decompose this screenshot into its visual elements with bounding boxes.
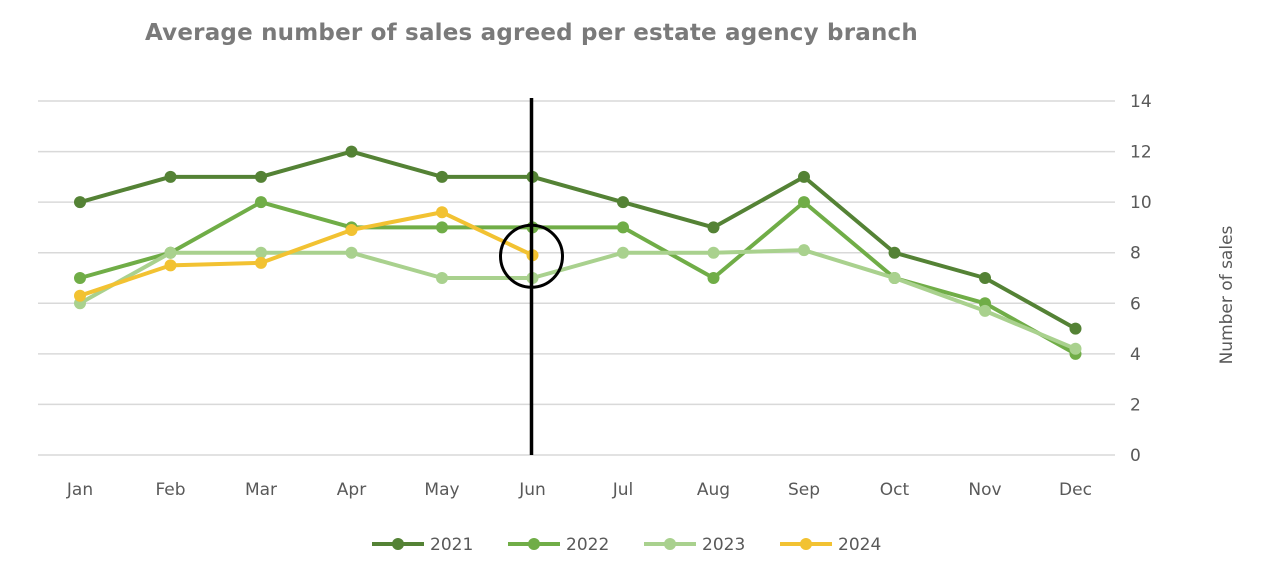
legend-label-2024: 2024 (838, 535, 881, 555)
data-point-2023 (436, 272, 448, 284)
data-point-2021 (617, 196, 629, 209)
data-point-2023 (1069, 342, 1082, 355)
data-point-2021 (1069, 322, 1082, 335)
data-point-2024 (74, 289, 86, 302)
data-point-2022 (436, 221, 448, 234)
legend-label-2021: 2021 (430, 535, 473, 555)
chart-title: Average number of sales agreed per estat… (145, 20, 918, 46)
data-point-2024 (164, 259, 177, 272)
data-point-2022 (617, 221, 629, 234)
x-tick-label: Oct (880, 480, 910, 500)
data-point-2021 (979, 272, 991, 284)
x-tick-label: Dec (1059, 480, 1092, 500)
data-point-2021 (798, 170, 810, 183)
x-tick-label: Jan (66, 480, 93, 500)
data-point-2022 (798, 196, 810, 209)
x-tick-label: Aug (697, 480, 730, 500)
x-tick-label: Jul (612, 480, 634, 500)
x-tick-label: Sep (788, 480, 820, 500)
y-tick-label: 10 (1130, 193, 1152, 213)
data-point-2021 (255, 170, 267, 183)
x-tick-label: Mar (245, 480, 277, 500)
series-line-2023 (79, 248, 1077, 351)
data-point-2023 (617, 246, 629, 259)
data-point-2022 (74, 272, 86, 284)
legend-marker-2021 (392, 538, 404, 550)
legend-label-2022: 2022 (566, 535, 609, 555)
annotation-circle (499, 223, 564, 289)
y-tick-label: 12 (1130, 143, 1152, 163)
data-point-2023 (255, 246, 267, 259)
y-axis-label: Number of sales (1217, 225, 1237, 364)
data-point-2023 (798, 244, 810, 257)
data-point-2024 (255, 256, 267, 269)
data-point-2023 (707, 246, 720, 259)
data-point-2024 (436, 206, 448, 219)
data-point-2023 (888, 272, 901, 284)
data-point-2024 (345, 223, 358, 236)
x-tick-label: Apr (337, 480, 366, 500)
y-tick-label: 14 (1130, 92, 1152, 112)
data-point-2021 (707, 221, 720, 234)
x-tick-label: Nov (968, 480, 1001, 500)
data-point-2022 (255, 196, 267, 209)
y-tick-label: 4 (1130, 345, 1141, 365)
y-tick-label: 2 (1130, 395, 1141, 415)
legend-marker-2022 (528, 538, 540, 550)
series-line-2021 (79, 149, 1077, 331)
data-point-2021 (436, 170, 448, 183)
data-point-2021 (74, 196, 86, 209)
x-tick-label: May (424, 480, 459, 500)
data-point-2023 (164, 246, 177, 259)
data-point-2021 (345, 145, 358, 158)
data-point-2022 (707, 272, 720, 284)
legend-label-2023: 2023 (702, 535, 745, 555)
legend-marker-2023 (664, 538, 676, 550)
data-point-2023 (979, 304, 991, 317)
y-tick-label: 6 (1130, 294, 1141, 314)
x-tick-label: Jun (518, 480, 546, 500)
data-point-2021 (164, 170, 177, 183)
y-tick-label: 8 (1130, 244, 1141, 264)
y-tick-label: 0 (1130, 446, 1141, 466)
data-point-2023 (345, 246, 358, 259)
series-line-2022 (79, 200, 1077, 356)
data-point-2021 (888, 246, 901, 259)
legend-marker-2024 (800, 538, 812, 550)
x-tick-label: Feb (155, 480, 185, 500)
series-line-2024 (79, 210, 534, 298)
